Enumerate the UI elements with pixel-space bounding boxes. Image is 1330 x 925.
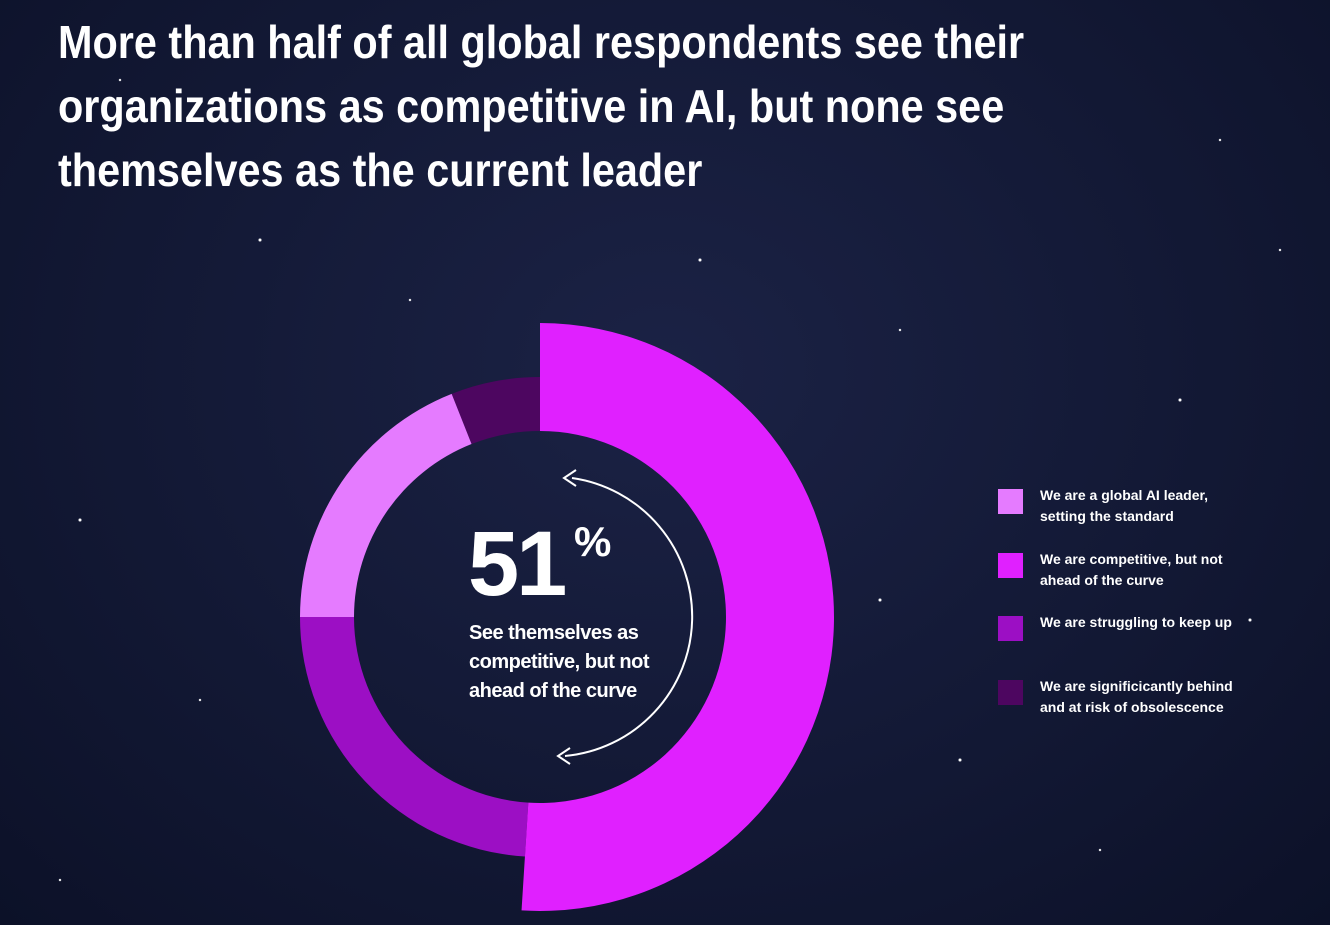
legend-swatch (998, 489, 1023, 514)
legend-label: We are significicantly behind and at ris… (1040, 677, 1233, 715)
legend-label: We are competitive, but not ahead of the… (1040, 550, 1223, 588)
arrow-head (562, 469, 577, 487)
legend-item: We are significicantly behind and at ris… (998, 676, 1258, 718)
callout-text: See themselves as competitive, but not a… (469, 622, 650, 702)
callout-unit: % (574, 518, 612, 565)
legend-item: We are competitive, but not ahead of the… (998, 549, 1258, 591)
callout-value: 51 (468, 513, 567, 615)
legend-label: We are struggling to keep up (1040, 614, 1232, 630)
legend-swatch (998, 552, 1023, 578)
legend-swatch (998, 679, 1023, 705)
donut-segment (521, 323, 835, 912)
legend-item: We are struggling to keep up (998, 612, 1258, 641)
legend-swatch (998, 616, 1023, 641)
legend-label: We are a global AI leader, setting the s… (1040, 487, 1209, 524)
donut-segment (300, 393, 472, 617)
donut-segment (300, 617, 529, 857)
donut-segment (451, 377, 540, 445)
title: More than half of all global respondents… (58, 16, 1025, 196)
arrow-head (556, 747, 571, 765)
arc-arrow (564, 477, 694, 757)
legend-item: We are a global AI leader, setting the s… (998, 485, 1258, 527)
